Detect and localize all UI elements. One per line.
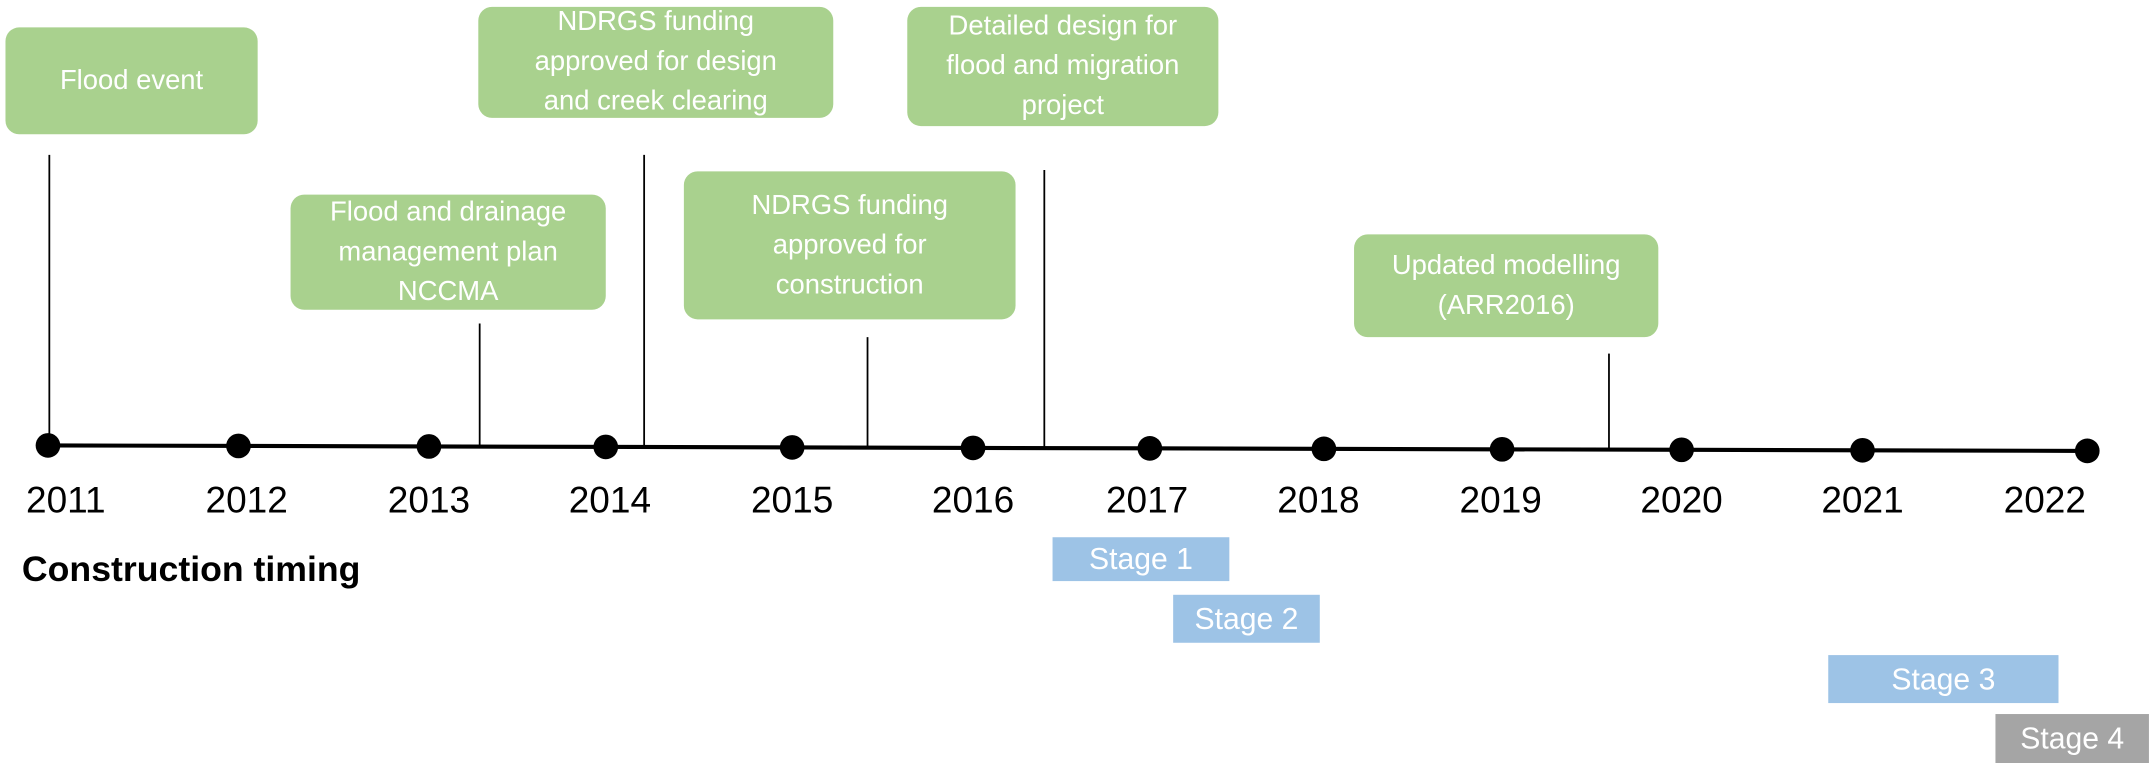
event-box: NDRGS funding approved for design and cree…	[478, 6, 834, 118]
event-text: NDRGS funding	[557, 6, 755, 38]
year-dot	[226, 433, 251, 459]
construction-title: Construction timing	[21, 548, 361, 590]
year-dot	[960, 435, 986, 461]
axis-line	[47, 443, 2088, 453]
year-dot	[1311, 436, 1337, 462]
year-label: 2011	[25, 479, 106, 521]
stage-bar: Stage 1	[1052, 537, 1230, 582]
year-dot	[416, 434, 442, 459]
event-text: approved for design	[534, 46, 777, 77]
event-text: NDRGS funding	[751, 189, 948, 220]
event-text: Detailed design for	[948, 10, 1178, 42]
year-dot	[1850, 437, 1875, 463]
year-label: 2019	[1459, 479, 1542, 521]
year-label: 2013	[387, 479, 471, 521]
event-box: Flood event	[5, 27, 258, 135]
event-text: (ARR2016)	[1437, 289, 1575, 321]
year-dot	[1489, 436, 1515, 462]
stage-bar: Stage 3	[1828, 655, 2059, 704]
event-box: Detailed design for flood and migration pr…	[907, 6, 1219, 127]
event-box: Updated modelling (ARR2016)	[1354, 234, 1659, 338]
event-text: NCCMA	[397, 276, 499, 307]
event-text: construction	[775, 269, 924, 300]
year-label: 2016	[931, 479, 1015, 521]
year-dot	[1669, 437, 1694, 463]
event-text: flood and migration	[946, 50, 1180, 81]
year-dot	[779, 435, 805, 460]
year-dot	[35, 433, 61, 458]
year-label: 2018	[1277, 479, 1360, 521]
year-dot	[1137, 436, 1163, 461]
event-text: project	[1021, 90, 1104, 121]
year-label: 2022	[2003, 479, 2086, 521]
stage-bar: Stage 4	[1995, 714, 2149, 763]
year-label: 2012	[205, 479, 288, 521]
event-box: NDRGS funding approved for construction	[683, 171, 1016, 320]
year-label: 2015	[750, 479, 834, 521]
event-text: Flood event	[59, 65, 204, 96]
event-text: Flood and drainage	[330, 196, 567, 227]
year-label: 2017	[1105, 479, 1189, 521]
year-label: 2021	[1821, 479, 1904, 521]
event-text: Updated modelling	[1391, 250, 1621, 281]
stage-bar: Stage 2	[1173, 594, 1320, 643]
year-dot	[2074, 438, 2100, 464]
year-label: 2014	[568, 479, 652, 521]
year-dot	[593, 434, 619, 460]
event-text: and creek clearing	[543, 86, 768, 117]
event-text: management plan	[338, 236, 558, 267]
event-text: approved for	[772, 229, 927, 260]
event-box: Flood and drainage management plan NCCMA	[290, 194, 606, 310]
year-label: 2020	[1640, 479, 1723, 521]
